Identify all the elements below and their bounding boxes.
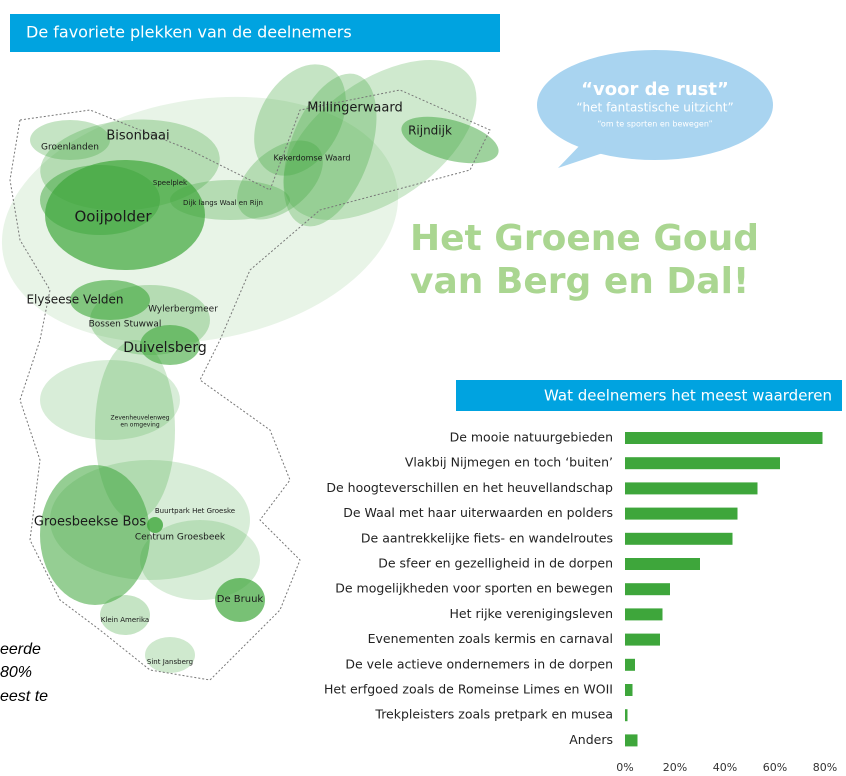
x-tick-label: 20% xyxy=(663,761,687,774)
map-area xyxy=(215,578,265,622)
caption-fragment: eerde xyxy=(0,641,41,658)
map-area xyxy=(40,465,150,605)
map-label: De Bruuk xyxy=(217,594,264,605)
map-label: Dijk langs Waal en Rijn xyxy=(183,199,263,207)
map-area xyxy=(401,116,499,164)
map-label: Sint Jansberg xyxy=(147,658,193,666)
map-label: Rijndijk xyxy=(408,124,452,138)
municipality-border xyxy=(9,89,491,681)
page-title: De favoriete plekken van de deelnemers xyxy=(26,23,352,42)
bar xyxy=(625,432,823,444)
chart-title-banner xyxy=(456,380,842,411)
map-label: en omgeving xyxy=(120,422,159,429)
map-area xyxy=(100,595,150,635)
speech-bubble xyxy=(537,50,773,160)
category-label: De hoogteverschillen en het heuvellandsc… xyxy=(326,480,613,495)
bar xyxy=(625,457,780,470)
map-label: Millingerwaard xyxy=(307,101,402,116)
map-label: Zevenheuvelenweg xyxy=(111,415,170,422)
map-area xyxy=(170,180,290,220)
bar xyxy=(625,684,633,696)
category-label: Het rijke verenigingsleven xyxy=(450,606,614,621)
category-label: De sfeer en gezelligheid in de dorpen xyxy=(378,556,613,571)
map-area xyxy=(145,637,195,673)
bar xyxy=(625,633,660,646)
category-label: De mooie natuurgebieden xyxy=(450,430,613,445)
map-area xyxy=(254,64,346,176)
map-area xyxy=(40,360,180,440)
bubble-tail xyxy=(558,140,612,168)
map-label: Centrum Groesbeek xyxy=(135,533,226,543)
map-area xyxy=(30,120,110,160)
category-label: De Waal met haar uiterwaarden en polders xyxy=(343,505,613,520)
map-label: Klein Amerika xyxy=(101,616,149,624)
category-label: Vlakbij Nijmegen en toch ‘buiten’ xyxy=(405,455,613,470)
map-label: Groenlanden xyxy=(41,143,99,153)
map-label: Ooijpolder xyxy=(74,208,152,226)
x-tick-label: 80% xyxy=(813,761,837,774)
bubble-line: “om te sporten en bewegen” xyxy=(597,120,712,129)
map-area xyxy=(283,73,377,227)
bar xyxy=(625,734,638,747)
caption-fragment: eest te xyxy=(0,688,48,705)
map-area xyxy=(140,520,260,600)
title-banner xyxy=(10,14,500,52)
map xyxy=(1,60,499,681)
bubble-line: “het fantastische uitzicht” xyxy=(576,101,733,115)
category-label: Anders xyxy=(569,732,613,747)
x-tick-label: 60% xyxy=(763,761,787,774)
map-label: Groesbeekse Bos xyxy=(34,515,146,530)
category-label: De aantrekkelijke fiets- en wandelroutes xyxy=(361,530,613,545)
map-area xyxy=(237,140,323,220)
map-label: Wylerbergmeer xyxy=(148,305,218,315)
map-area xyxy=(70,280,150,320)
category-label: Evenementen zoals kermis en carnaval xyxy=(368,631,613,646)
caption-fragment: 80% xyxy=(0,664,32,681)
bar xyxy=(625,507,738,520)
x-tick-label: 40% xyxy=(713,761,737,774)
category-label: Trekpleisters zoals pretpark en musea xyxy=(374,707,613,722)
bar xyxy=(625,709,628,722)
bar xyxy=(625,608,663,621)
map-label: Elyseese Velden xyxy=(26,293,123,307)
map-area xyxy=(147,517,163,533)
map-label: Duivelsberg xyxy=(123,340,207,356)
bar xyxy=(625,583,670,596)
x-tick-label: 0% xyxy=(616,761,633,774)
bubble-line: “voor de rust” xyxy=(581,79,729,100)
map-area xyxy=(283,60,477,220)
map-label: Bossen Stuwwal xyxy=(89,320,162,330)
category-label: Het erfgoed zoals de Romeinse Limes en W… xyxy=(324,682,613,697)
map-area xyxy=(140,325,200,365)
bar xyxy=(625,532,733,545)
category-label: De mogelijkheden voor sporten en bewegen xyxy=(335,581,613,596)
bar xyxy=(625,482,758,495)
headline: Het Groene Goud xyxy=(410,218,759,259)
map-label: Kekerdomse Waard xyxy=(273,154,350,163)
map-area xyxy=(40,165,160,235)
map-label: Speelplek xyxy=(153,179,188,187)
map-label: Bisonbaai xyxy=(106,129,169,144)
chart-title: Wat deelnemers het meest waarderen xyxy=(544,387,832,405)
category-label: De vele actieve ondernemers in de dorpen xyxy=(345,656,613,671)
bar xyxy=(625,658,635,671)
bar xyxy=(625,558,700,570)
headline: van Berg en Dal! xyxy=(410,261,749,302)
map-label: Buurtpark Het Groeske xyxy=(155,507,235,515)
map-area xyxy=(90,285,210,355)
